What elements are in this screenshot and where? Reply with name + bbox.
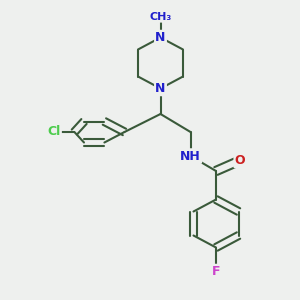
Text: F: F	[212, 265, 220, 278]
Text: O: O	[235, 154, 245, 167]
Text: CH₃: CH₃	[149, 11, 172, 22]
Text: N: N	[155, 82, 166, 95]
Text: NH: NH	[180, 149, 201, 163]
Text: N: N	[155, 31, 166, 44]
Text: Cl: Cl	[47, 125, 61, 139]
